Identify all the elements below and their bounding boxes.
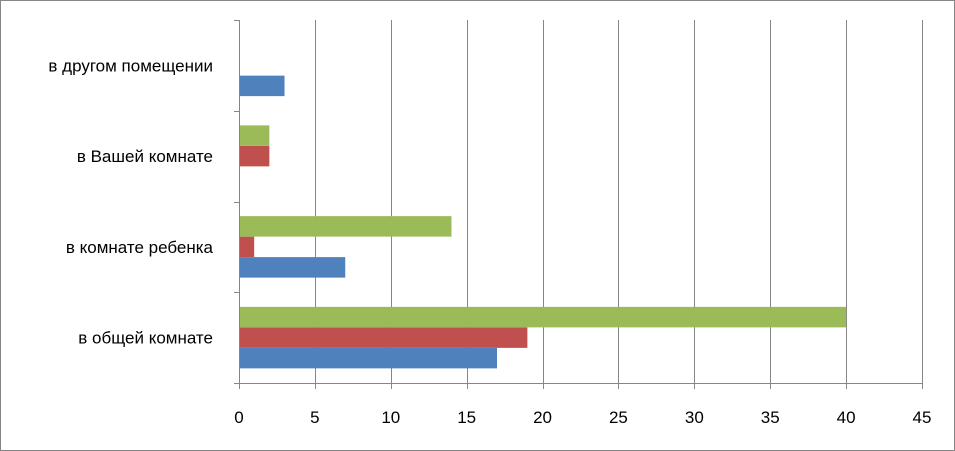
category-label-2: в комнате ребенка: [66, 238, 214, 257]
category-label-1: в общей комнате: [78, 329, 213, 348]
bar-series-3-cat-2: [239, 216, 452, 237]
bar-series-3-cat-3: [239, 125, 270, 146]
labels: 0 5 10 15 20 25 30 35 40 45 в общей комнате в комна…: [48, 56, 931, 427]
bar-series-1-cat-4: [239, 75, 285, 97]
x-tick-label-5: 5: [310, 408, 319, 427]
bar-series-1-cat-1: [239, 347, 498, 369]
bar-series-2-cat-1: [239, 327, 528, 348]
x-tick-label-25: 25: [609, 408, 628, 427]
bar-series-1-cat-2: [239, 257, 346, 278]
bar-series-3-cat-1: [239, 306, 847, 328]
x-tick-label-0: 0: [234, 408, 243, 427]
x-tick-label-45: 45: [913, 408, 932, 427]
x-tick-label-40: 40: [837, 408, 856, 427]
gridlines: [315, 20, 923, 383]
x-tick-label-10: 10: [381, 408, 400, 427]
x-tick-label-35: 35: [761, 408, 780, 427]
bar-series-2-cat-2: [239, 236, 255, 258]
bar-series-2-cat-3: [239, 145, 270, 167]
x-tick-label-15: 15: [457, 408, 476, 427]
x-tick-label-30: 30: [685, 408, 704, 427]
axes: [234, 20, 923, 389]
category-label-4: в другом помещении: [48, 56, 213, 75]
x-tick-label-20: 20: [533, 408, 552, 427]
bars: [239, 75, 847, 369]
category-label-3: в Вашей комнате: [77, 147, 213, 166]
